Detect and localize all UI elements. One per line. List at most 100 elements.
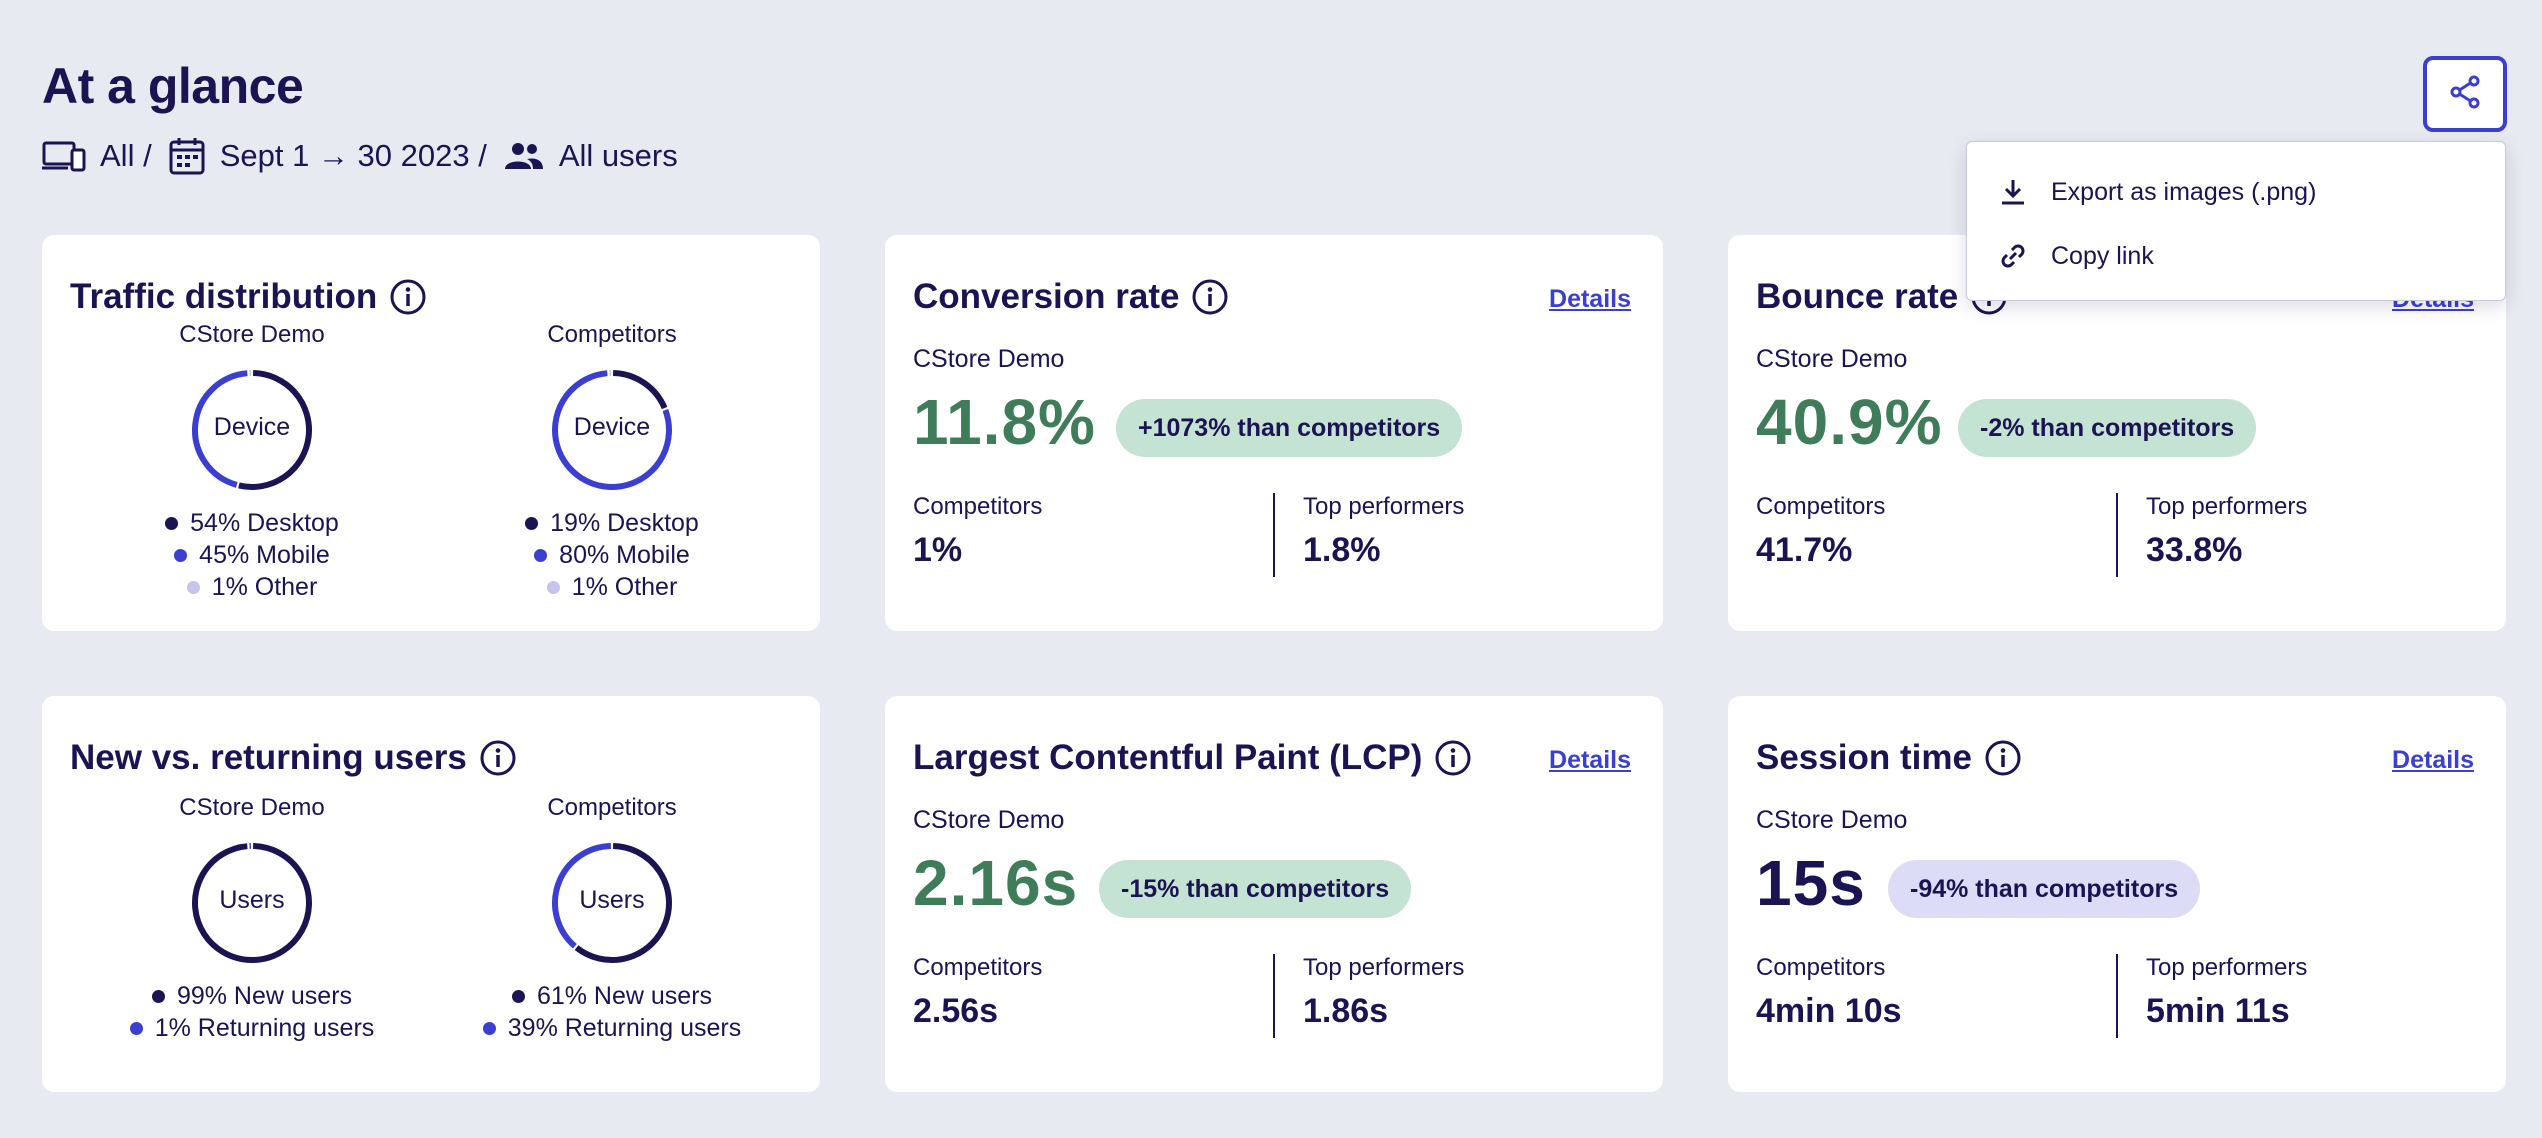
card-title: Conversion rate (913, 277, 1229, 317)
legend-dot (534, 548, 548, 562)
conversion-rate-card: Conversion rate Details CStore Demo 11.8… (885, 235, 1663, 631)
share-menu: Export as images (.png) Copy link (1966, 141, 2506, 301)
comparison-badge: +1073% than competitors (1116, 399, 1463, 457)
export-images-item[interactable]: Export as images (.png) (1967, 160, 2505, 224)
site-label: CStore Demo (913, 806, 1065, 834)
competitors-label: Competitors (1756, 954, 1886, 981)
legend-item: 80% Mobile (432, 539, 792, 571)
donut-center-label: Users (219, 886, 285, 914)
divider (1273, 954, 1275, 1038)
details-link[interactable]: Details (1549, 285, 1631, 313)
donut-chart: Device (547, 365, 677, 495)
users-filter-label: All users (558, 138, 678, 173)
legend-dot (525, 516, 539, 530)
comparison-badge: -94% than competitors (1888, 860, 2201, 918)
donut-column-competitors: Competitors Users 61% New users 39% Retur… (432, 794, 792, 1044)
legend-label: 54% Desktop (190, 509, 339, 537)
details-link[interactable]: Details (2392, 746, 2474, 774)
top-performers-label: Top performers (2146, 954, 2308, 981)
top-performers-label: Top performers (1303, 954, 1465, 981)
card-title: Traffic distribution (70, 277, 427, 317)
details-link[interactable]: Details (1549, 746, 1631, 774)
export-images-label: Export as images (.png) (2051, 177, 2317, 206)
donut-column-label: CStore Demo (179, 794, 325, 821)
donut-center-label: Users (579, 886, 645, 914)
donut-segment-0 (192, 843, 312, 963)
users-filter[interactable]: All users (503, 138, 678, 174)
donut-column-cstore: CStore Demo Users 99% New users 1% Return… (72, 794, 432, 1044)
legend-label: 80% Mobile (559, 541, 690, 569)
donut-segment-1 (552, 370, 672, 490)
date-filter[interactable]: Sept 1 → 30 2023 / (168, 136, 487, 176)
legend-dot (151, 989, 165, 1003)
donut-center-label: Device (213, 413, 291, 441)
copy-link-label: Copy link (2051, 241, 2154, 270)
top-performers-label: Top performers (1303, 493, 1465, 520)
legend-label: 61% New users (536, 982, 713, 1010)
metric-value: 2.16s (913, 847, 1079, 919)
legend-item: 54% Desktop (72, 507, 432, 539)
users-icon (503, 141, 545, 171)
card-title: Session time (1756, 738, 2022, 778)
session-time-card: Session time Details CStore Demo 15s -94… (1728, 696, 2506, 1092)
donut-column-cstore: CStore Demo Device 54% Desktop 45% Mobile… (72, 321, 432, 603)
legend-item: 61% New users (432, 980, 792, 1012)
date-filter-label: Sept 1 → 30 2023 / (219, 138, 487, 173)
divider (2116, 954, 2118, 1038)
card-title: Largest Contentful Paint (LCP) (913, 738, 1472, 778)
comparison-badge: -15% than competitors (1099, 860, 1412, 918)
metric-value: 40.9% (1756, 386, 1943, 458)
share-button[interactable] (2423, 56, 2507, 132)
card-title-text: Conversion rate (913, 277, 1180, 316)
traffic-distribution-card: Traffic distribution CStore Demo Device … (42, 235, 820, 631)
divider (2116, 493, 2118, 577)
legend-label: 39% Returning users (507, 1014, 742, 1042)
legend-item: 99% New users (72, 980, 432, 1012)
download-icon (1997, 178, 2029, 206)
competitors-value: 41.7% (1756, 531, 1853, 569)
info-icon[interactable] (1984, 739, 2022, 777)
info-icon[interactable] (1434, 739, 1472, 777)
legend-dot (511, 989, 525, 1003)
legend-label: 99% New users (176, 982, 353, 1010)
devices-icon (42, 140, 86, 172)
donut-segment-0 (238, 370, 312, 490)
info-icon[interactable] (389, 278, 427, 316)
donut-legend: 61% New users 39% Returning users (432, 980, 792, 1044)
top-performers-value: 1.86s (1303, 992, 1389, 1030)
card-title-text: Session time (1756, 738, 1972, 777)
competitors-value: 1% (913, 531, 963, 569)
donut-segment-1 (192, 370, 248, 488)
lcp-card: Largest Contentful Paint (LCP) Details C… (885, 696, 1663, 1092)
comparison-badge: -2% than competitors (1958, 399, 2257, 457)
donut-segment-0 (612, 370, 668, 410)
legend-dot (165, 516, 179, 530)
info-icon[interactable] (1191, 278, 1229, 316)
donut-chart: Users (187, 838, 317, 968)
card-title-text: Bounce rate (1756, 277, 1959, 316)
top-performers-value: 1.8% (1303, 531, 1381, 569)
metric-value: 15s (1756, 847, 1866, 919)
competitors-value: 2.56s (913, 992, 999, 1030)
site-label: CStore Demo (1756, 806, 1908, 834)
donut-chart: Device (187, 365, 317, 495)
legend-item: 39% Returning users (432, 1012, 792, 1044)
device-filter-label: All / (100, 138, 152, 173)
device-filter[interactable]: All / (42, 138, 152, 174)
site-label: CStore Demo (913, 345, 1065, 373)
legend-item: 19% Desktop (432, 507, 792, 539)
donut-center-label: Device (573, 413, 651, 441)
legend-item: 1% Returning users (72, 1012, 432, 1044)
calendar-icon (168, 136, 206, 176)
link-icon (1997, 241, 2029, 271)
donut-column-label: CStore Demo (179, 321, 325, 348)
legend-item: 1% Other (72, 571, 432, 603)
donut-legend: 54% Desktop 45% Mobile 1% Other (72, 507, 432, 603)
top-performers-value: 33.8% (2146, 531, 2243, 569)
bounce-rate-card: Bounce rate Details CStore Demo 40.9% -2… (1728, 235, 2506, 631)
share-icon (2448, 75, 2482, 114)
info-icon[interactable] (479, 739, 517, 777)
page-header: At a glance All / Sept 1 → 30 2023 / All… (42, 56, 678, 178)
copy-link-item[interactable]: Copy link (1967, 224, 2505, 288)
donut-column-label: Competitors (547, 321, 677, 348)
